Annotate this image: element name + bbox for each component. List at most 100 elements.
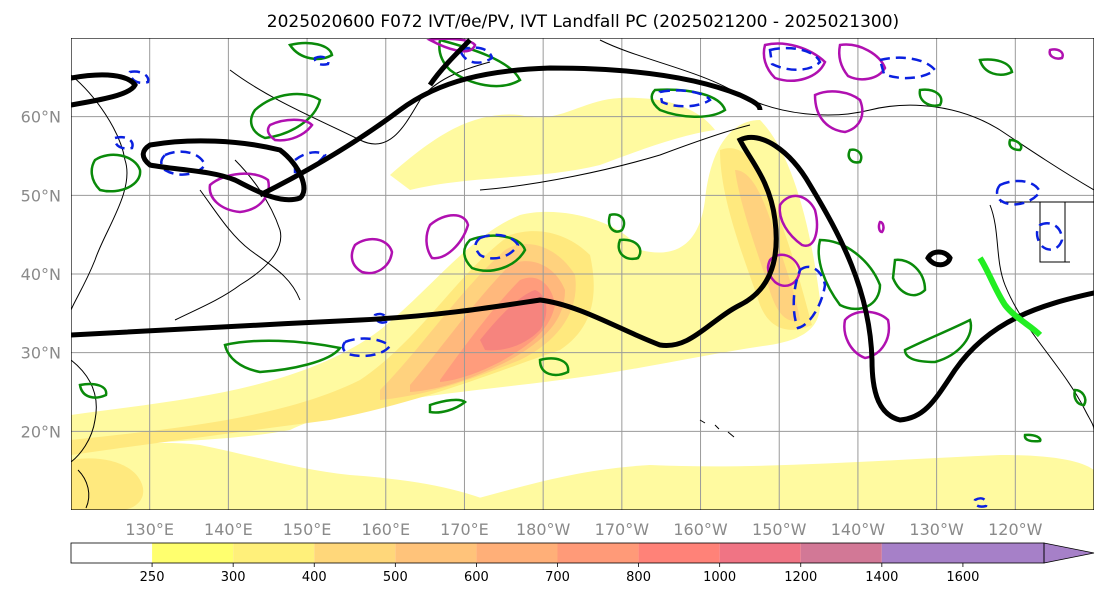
theta-e-contour <box>847 148 863 164</box>
pv-negative-contour <box>792 265 827 330</box>
pv-positive-contour <box>266 118 314 142</box>
colorbar-box <box>638 543 720 563</box>
pv-positive-contour <box>778 194 819 247</box>
pv-positive-contour <box>425 214 470 260</box>
theta-e-contour <box>918 88 943 107</box>
colorbar-label: 600 <box>464 570 489 585</box>
pv-negative-contour <box>768 46 822 71</box>
colorbar-box <box>152 543 234 563</box>
longitude-label: 150°W <box>752 520 807 539</box>
theta-e-contours <box>78 38 1087 443</box>
latitude-label: 30°N <box>21 344 61 363</box>
latitude-label: 60°N <box>21 108 61 127</box>
theta-e-contour <box>249 92 322 140</box>
longitude-label: 130°E <box>125 520 174 539</box>
colorbar-extend-arrow <box>1043 542 1095 564</box>
ivt-band-400-east <box>735 170 800 321</box>
landfall-segment <box>977 256 1043 338</box>
theta-e-contour <box>607 213 626 233</box>
theta-e-contour <box>78 382 108 399</box>
longitude-label: 170°W <box>595 520 650 539</box>
latitude-label: 40°N <box>21 265 61 284</box>
pv-positive-contour <box>838 43 887 81</box>
pc-contour-north <box>71 72 138 108</box>
pv-negative-contour <box>373 312 388 324</box>
theta-e-contour <box>287 41 334 61</box>
pv-negative-contour <box>973 497 988 508</box>
longitude-label: 160°E <box>361 520 410 539</box>
pv-positive-contour <box>208 172 271 214</box>
pv-positive-contour <box>877 220 885 234</box>
coast-korea-japan <box>199 189 301 301</box>
colorbar-label: 1000 <box>703 570 736 585</box>
pv-positive-contour <box>813 90 864 134</box>
pc-contour <box>71 38 1094 423</box>
pc-contour-ring <box>140 138 307 203</box>
colorbar-box <box>800 543 882 563</box>
latitude-labels: 60°N 50°N 40°N 30°N 20°N <box>21 108 61 442</box>
pv-negative-contour <box>1035 222 1064 251</box>
coast-aleutians <box>479 124 751 191</box>
coastlines <box>71 39 1094 509</box>
figure-title: 2025020600 F072 IVT/θe/PV, IVT Landfall … <box>267 12 899 32</box>
pv-negative-contour <box>113 135 134 150</box>
colorbar-label: 300 <box>221 570 246 585</box>
latitude-label: 20°N <box>21 422 61 441</box>
colorbar-box <box>233 543 315 563</box>
theta-e-contour <box>428 398 468 414</box>
longitude-label: 170°E <box>440 520 489 539</box>
map-panel <box>71 38 1094 510</box>
ivt-band-700 <box>480 290 547 351</box>
ivt-band-250-south <box>71 442 510 510</box>
pv-negative-contour <box>658 89 712 108</box>
theta-e-contour <box>617 238 642 261</box>
longitude-labels: 130°E 140°E 150°E 160°E 170°E 180°W 170°W 160°W… <box>125 520 1042 539</box>
coast-north-america <box>989 204 1094 431</box>
pv-negative-contour <box>313 55 330 66</box>
theta-e-contour <box>817 238 882 311</box>
colorbar-box <box>557 543 639 563</box>
colorbar-box <box>881 543 1044 563</box>
theta-e-contour <box>438 38 522 88</box>
coast-china <box>71 359 97 463</box>
coast-asia <box>71 74 128 311</box>
pv-negative-contour <box>160 150 207 176</box>
hawaii-islands <box>699 419 735 438</box>
colorbar-label: 800 <box>626 570 651 585</box>
coast-alaska <box>599 39 1094 191</box>
pv-positive-contour <box>762 42 827 82</box>
pv-negative-contour <box>341 337 392 358</box>
ivt-band-250 <box>71 120 821 450</box>
ivt-band-300 <box>71 231 594 455</box>
pv-positive-contour <box>1048 48 1064 60</box>
pv-negative-contour <box>474 233 520 260</box>
longitude-label: 120°W <box>988 520 1043 539</box>
pv-positive-contour <box>426 38 477 53</box>
latitude-label: 50°N <box>21 186 61 205</box>
colorbar-label: 400 <box>302 570 327 585</box>
colorbar-label: 1400 <box>865 570 898 585</box>
theta-e-contour <box>223 339 343 374</box>
coast-kamchatka <box>229 61 491 145</box>
coast-philippines <box>77 469 90 509</box>
colorbar-box <box>395 543 477 563</box>
pv-contours <box>113 38 1064 508</box>
colorbar-label: 1200 <box>784 570 817 585</box>
longitude-label: 180°W <box>516 520 571 539</box>
pc-contour-main <box>71 134 1094 423</box>
theta-e-contour <box>1008 138 1023 152</box>
colorbar-box <box>71 543 153 563</box>
pc-contour-nw <box>427 38 472 87</box>
ivt-band-250-north <box>390 97 715 190</box>
longitude-label: 130°W <box>909 520 964 539</box>
colorbar: 250 300 400 500 600 700 800 1000 1200 1400 1600 <box>70 542 1095 585</box>
pc-contour-arc <box>258 65 763 198</box>
colorbar-label: 500 <box>383 570 408 585</box>
theta-e-contour <box>978 58 1014 76</box>
ivt-band-250-se <box>430 455 1094 510</box>
longitude-label: 140°E <box>204 520 253 539</box>
pv-negative-contour <box>878 56 937 80</box>
pv-positive-contour <box>350 237 394 275</box>
colorbar-label: 250 <box>140 570 165 585</box>
